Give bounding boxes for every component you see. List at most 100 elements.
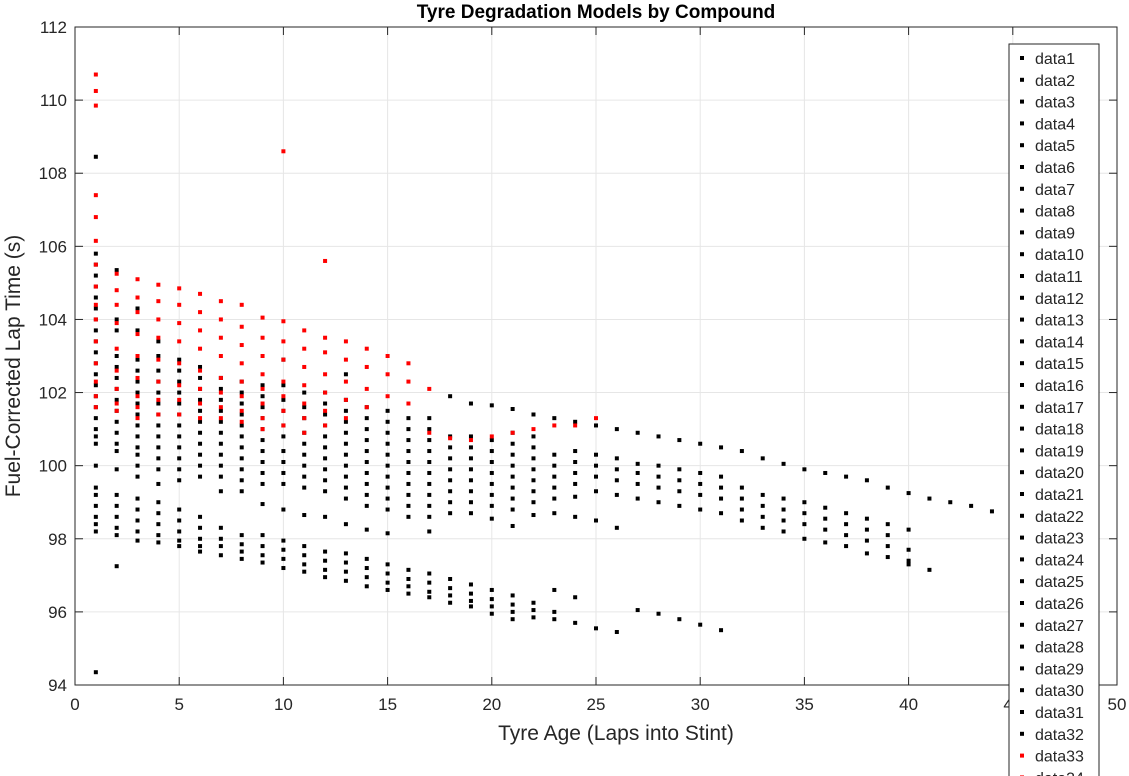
data-point [156,317,161,322]
data-point [468,511,473,516]
data-point [323,575,328,580]
data-point [218,416,223,421]
legend-marker [1020,753,1024,758]
data-point [594,626,598,631]
data-point [281,408,286,413]
legend-marker [1020,77,1024,82]
y-tick-label: 112 [40,18,67,37]
data-point [93,492,98,497]
data-point [427,470,432,475]
data-point [198,514,203,519]
data-point [385,354,390,358]
data-point [448,456,453,461]
data-point [594,423,598,428]
data-point [489,503,494,508]
data-point [635,461,640,466]
data-point [489,492,494,497]
data-point [739,449,744,454]
data-point [135,277,140,282]
data-point [677,617,682,622]
data-point [823,516,828,521]
legend-entry-label: data5 [1035,138,1075,155]
data-point [323,478,328,483]
data-point [406,567,411,572]
data-point [323,423,328,428]
data-point [218,405,223,410]
data-point [218,386,223,391]
data-point [93,441,98,446]
data-point [281,556,286,561]
data-point [406,576,411,581]
data-point [906,547,911,552]
data-point [677,489,682,494]
data-point [573,481,578,486]
data-point [489,460,494,465]
data-point [385,430,390,435]
data-point [198,364,203,369]
data-point [302,452,307,457]
data-point [114,525,119,530]
legend-marker [1020,644,1024,649]
legend-marker [1020,99,1024,104]
data-point [260,449,265,454]
data-point [302,328,307,333]
data-point [135,518,140,523]
data-point [156,456,161,461]
data-point [302,390,307,395]
legend-marker [1020,688,1024,693]
data-point [93,262,98,267]
data-point [239,478,244,483]
data-point [385,531,390,536]
legend-marker [1020,56,1024,60]
data-point [218,441,223,446]
data-point [93,529,98,534]
data-point [343,372,348,377]
data-point [781,496,786,501]
y-tick-label: 100 [39,457,67,476]
data-point [93,416,98,421]
data-point [281,394,286,399]
data-point [114,328,119,333]
data-point [864,478,869,483]
data-point [323,489,328,494]
data-point [531,489,536,494]
data-point [343,474,348,479]
data-point [885,485,890,490]
data-point [239,419,244,424]
data-point [698,470,703,475]
data-point [406,401,411,406]
data-point [885,533,890,538]
data-point [281,339,286,344]
data-point [93,485,98,490]
data-point [323,456,328,461]
legend-entry-label: data3 [1035,95,1075,112]
data-point [489,604,494,609]
data-point [364,460,369,465]
data-point [406,361,411,366]
data-point [614,629,619,634]
data-point [698,481,703,486]
data-point [343,339,348,344]
data-point [364,492,369,497]
data-point [135,310,140,315]
legend-marker [1020,143,1024,148]
legend-marker [1020,579,1024,584]
data-point [93,154,98,159]
data-point [656,500,661,505]
data-point [281,379,286,384]
data-point [135,434,140,439]
data-point [573,494,578,499]
data-point [218,489,223,494]
data-point [93,427,98,432]
data-point [510,602,515,607]
data-point [177,412,182,417]
data-point [239,456,244,461]
data-point [531,445,536,450]
data-point [385,571,390,576]
data-point [906,527,911,532]
data-point [573,419,578,424]
data-point [698,622,703,627]
legend-entry-label: data34 [1035,770,1084,776]
data-point [468,401,473,406]
